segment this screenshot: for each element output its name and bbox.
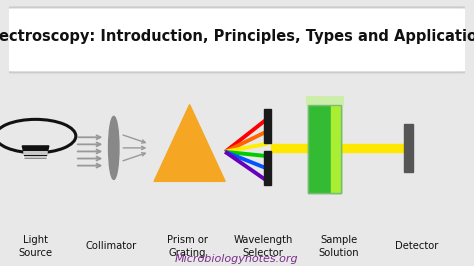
Text: Spectroscopy: Introduction, Principles, Types and Applications: Spectroscopy: Introduction, Principles, …: [0, 29, 474, 44]
Polygon shape: [154, 105, 225, 181]
Bar: [331, 105, 341, 193]
Text: Sample
Solution: Sample Solution: [319, 235, 359, 257]
Text: Prism or
Grating: Prism or Grating: [167, 235, 208, 257]
Polygon shape: [22, 146, 49, 158]
Bar: [264, 151, 271, 185]
Text: Detector: Detector: [395, 241, 439, 251]
Bar: [306, 96, 343, 105]
Text: Collimator: Collimator: [86, 241, 137, 251]
Bar: [404, 124, 413, 172]
Bar: [308, 105, 341, 193]
Ellipse shape: [109, 117, 119, 179]
Text: Microbiologynotes.org: Microbiologynotes.org: [175, 254, 299, 264]
Bar: [308, 105, 341, 193]
Text: Wavelength
Selector: Wavelength Selector: [233, 235, 293, 257]
FancyBboxPatch shape: [5, 7, 469, 72]
Bar: [264, 109, 271, 143]
Text: Light
Source: Light Source: [18, 235, 53, 257]
